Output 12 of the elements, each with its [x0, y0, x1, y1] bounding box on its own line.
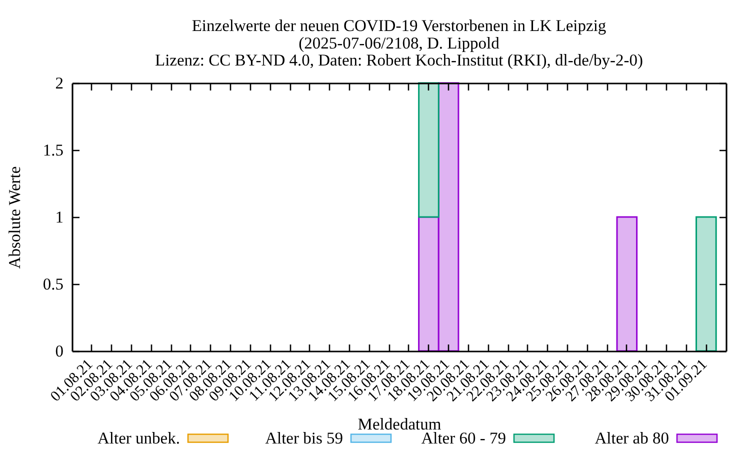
legend-label: Alter ab 80	[594, 428, 669, 448]
y-tick-label: 0.5	[42, 274, 64, 294]
y-tick-label: 2	[55, 74, 64, 92]
x-axis-title: Meldedatum	[358, 414, 442, 434]
legend-label: Alter bis 59	[265, 428, 343, 448]
y-axis-title: Absolute Werte	[4, 166, 24, 269]
y-tick-label: 1	[55, 208, 64, 226]
chart-title: Einzelwerte der neuen COVID-19 Verstorbenen in LK Leipzig	[192, 16, 606, 35]
y-tick-label: 1.5	[42, 140, 64, 160]
y-tick-label: 0	[55, 342, 64, 360]
chart-subtitle: (2025-07-06/2108, D. Lippold Lizenz: CC BY-ND 4.0, Daten: Robert Koch-Institut (RKI), dl-de/by-2-0)	[154, 34, 644, 70]
legend-label: Alter unbek.	[98, 428, 180, 448]
